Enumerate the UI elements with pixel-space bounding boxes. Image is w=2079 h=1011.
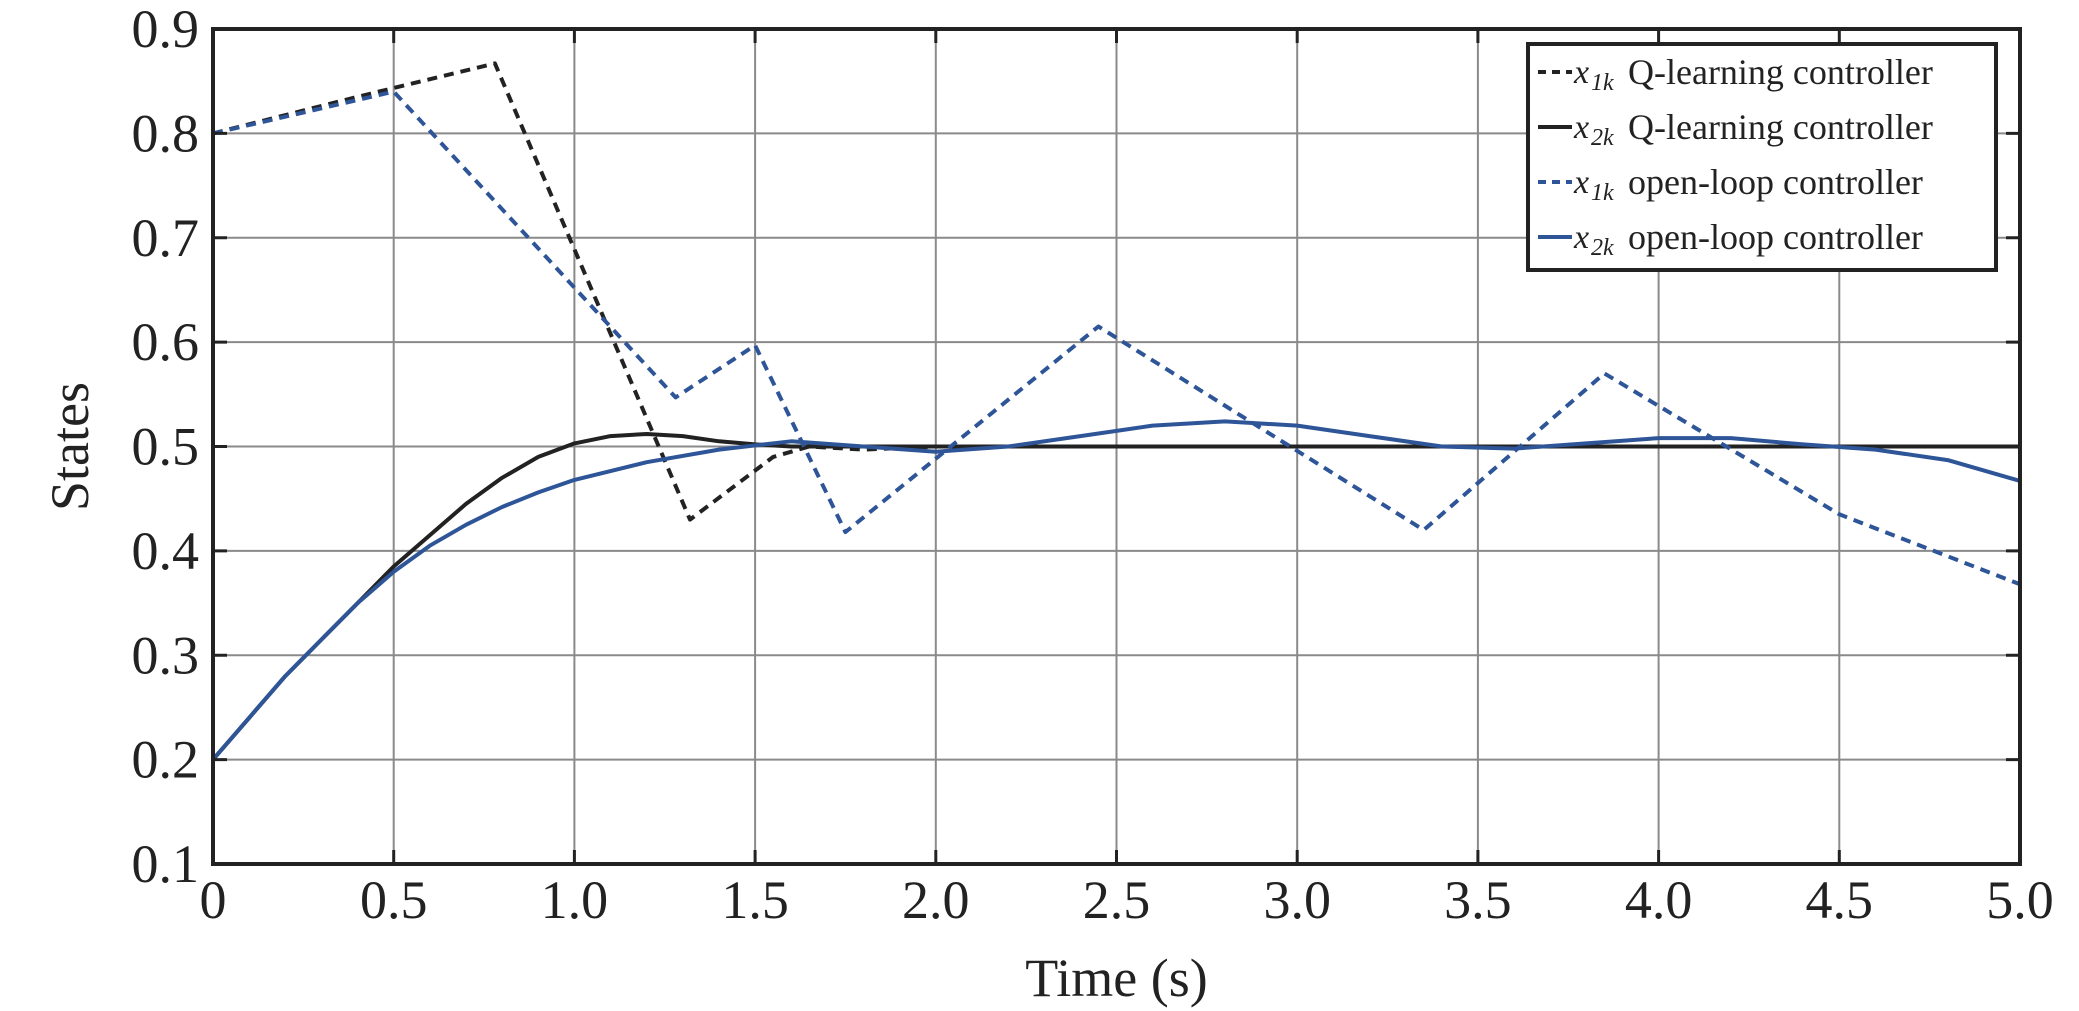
legend-symbol: x <box>1573 109 1589 146</box>
x-tick-label: 3.5 <box>1444 870 1512 930</box>
x-tick-label: 2.0 <box>902 870 970 930</box>
legend-label: open-loop controller <box>1628 217 1923 257</box>
legend-subscript: 2k <box>1591 125 1614 151</box>
series-line-3 <box>212 89 2021 587</box>
y-tick-label: 0.8 <box>132 103 200 163</box>
y-tick-labels: 0.1 0.2 0.3 0.4 0.5 0.6 0.7 0.8 0.9 <box>132 0 200 894</box>
x-tick-label: 0 <box>200 870 227 930</box>
y-tick-label: 0.9 <box>132 0 200 59</box>
series-group <box>211 61 2021 761</box>
legend-subscript: 1k <box>1591 180 1614 206</box>
y-tick-label: 0.5 <box>132 417 200 477</box>
legend-label: Q-learning controller <box>1628 107 1933 147</box>
tick-marks <box>211 27 2022 866</box>
x-tick-label: 4.5 <box>1806 870 1874 930</box>
x-tick-label: 3.0 <box>1263 870 1331 930</box>
x-tick-label: 4.0 <box>1625 870 1693 930</box>
legend-symbol: x <box>1573 54 1589 91</box>
legend-label: open-loop controller <box>1628 162 1923 202</box>
x-tick-label: 1.0 <box>541 870 609 930</box>
y-axis-title: States <box>40 382 100 511</box>
legend-symbol: x <box>1573 164 1589 201</box>
y-tick-label: 0.2 <box>132 730 200 790</box>
legend-subscript: 1k <box>1591 70 1614 96</box>
series-line-4 <box>211 419 2021 761</box>
y-tick-label: 0.1 <box>132 834 200 894</box>
legend-subscript: 2k <box>1591 235 1614 261</box>
y-tick-label: 0.4 <box>132 521 200 581</box>
x-axis-title: Time (s) <box>1025 948 1208 1008</box>
y-tick-label: 0.7 <box>132 208 200 268</box>
x-tick-label: 1.5 <box>721 870 789 930</box>
x-tick-label: 2.5 <box>1083 870 1151 930</box>
y-tick-label: 0.3 <box>132 625 200 685</box>
legend-label: Q-learning controller <box>1628 52 1933 92</box>
legend-box <box>1526 42 1998 272</box>
x-tick-labels: 0 0.5 1.0 1.5 2.0 2.5 3.0 3.5 4.0 4.5 5.0 <box>200 870 2054 930</box>
x-tick-label: 0.5 <box>360 870 428 930</box>
y-tick-label: 0.6 <box>132 312 200 372</box>
x-tick-label: 5.0 <box>1986 870 2054 930</box>
legend-symbol: x <box>1573 219 1589 256</box>
